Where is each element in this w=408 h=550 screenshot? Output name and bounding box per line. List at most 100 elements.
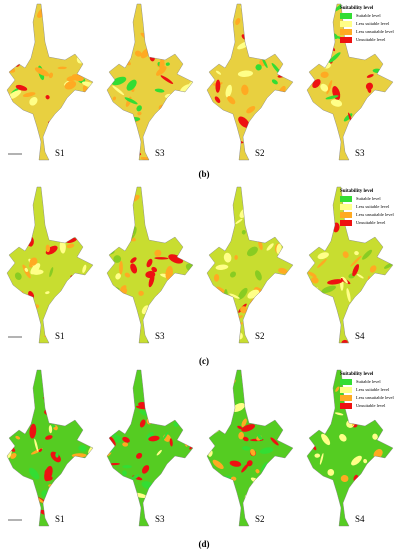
map-patch	[398, 260, 408, 271]
map-patch	[68, 285, 75, 291]
map-patch	[358, 356, 374, 365]
map-patch	[79, 470, 86, 479]
legend-item: Less unsuitable level	[356, 395, 394, 400]
map-patch	[151, 266, 158, 273]
map-patch	[22, 40, 28, 50]
map-patch	[188, 55, 195, 63]
map-patch	[189, 492, 193, 499]
map-patch	[198, 513, 207, 523]
map-patch	[7, 35, 8, 45]
map-patch	[207, 246, 209, 254]
map-patch	[158, 293, 163, 308]
map-patch	[374, 45, 380, 51]
map-patch	[270, 437, 279, 446]
map-patch	[334, 412, 344, 416]
map-outline	[206, 186, 294, 344]
map-patch	[75, 108, 84, 124]
map-patch	[91, 503, 93, 509]
map-patch	[7, 237, 11, 245]
map-patch	[136, 452, 143, 459]
map-patch	[322, 34, 327, 51]
map-patch	[193, 75, 203, 85]
map-patch	[267, 520, 280, 526]
map-patch	[389, 452, 393, 463]
map-patch	[20, 219, 25, 225]
map-patch	[319, 336, 327, 340]
map-patch	[292, 480, 307, 494]
map-patch	[29, 423, 37, 439]
map-patch	[283, 103, 291, 115]
map-patch	[66, 286, 75, 294]
map-patch	[365, 82, 374, 90]
map-patch	[98, 86, 102, 99]
map-patch	[142, 187, 156, 189]
map-patch	[350, 255, 362, 267]
map-patch	[7, 501, 11, 507]
map-patch	[55, 452, 59, 458]
map-patch	[404, 301, 408, 310]
scenario-label: S1	[55, 148, 65, 158]
map-patch	[326, 80, 333, 95]
map-patch	[351, 455, 362, 466]
map-patch	[259, 488, 270, 494]
map-patch	[355, 44, 365, 49]
map-patch	[314, 145, 325, 154]
map-patch	[86, 118, 95, 128]
map-patch	[153, 44, 159, 49]
map-patch	[270, 474, 275, 489]
map-patch	[259, 302, 268, 306]
map	[207, 370, 293, 526]
map-patch	[229, 271, 237, 278]
panel-label: (d)	[199, 539, 210, 549]
map-patch	[280, 294, 293, 305]
map-patch	[15, 84, 28, 91]
map-patch	[341, 339, 348, 343]
map-patch	[325, 95, 339, 100]
map-patch	[354, 251, 359, 256]
scenario-label: S2	[255, 331, 265, 341]
map-patch	[310, 44, 319, 57]
map-patch	[34, 67, 50, 77]
map-patch	[256, 118, 263, 125]
map-patch	[295, 196, 303, 210]
map-patch	[260, 292, 275, 299]
map-patch	[93, 123, 103, 131]
map-patch	[245, 187, 260, 190]
map-patch	[149, 128, 163, 137]
map-patch	[207, 475, 211, 481]
map-patch	[93, 472, 102, 485]
legend-item: Less unsuitable level	[356, 29, 394, 34]
map-patch	[162, 431, 169, 441]
map-patch	[31, 269, 44, 275]
legend-item: Suitable level	[356, 379, 381, 384]
map-patch	[305, 230, 314, 240]
map-patch	[362, 504, 370, 514]
legend-swatch	[340, 395, 352, 401]
map-patch	[92, 217, 93, 229]
map-patch	[147, 337, 153, 343]
map-patch	[88, 423, 93, 437]
map-patch	[238, 431, 244, 440]
map-patch	[113, 294, 124, 303]
scenario-label: S4	[355, 514, 365, 524]
map-patch	[237, 425, 243, 430]
map-patch	[275, 469, 282, 477]
map-patch	[145, 130, 161, 137]
map-patch	[390, 511, 393, 519]
map-patch	[58, 221, 67, 227]
map-patch	[64, 24, 77, 36]
map-patch	[339, 433, 347, 442]
map-patch	[148, 435, 160, 442]
map-patch	[82, 59, 91, 70]
map-patch	[312, 79, 321, 89]
map-patch	[218, 490, 230, 500]
map-patch	[97, 10, 106, 17]
map-outline	[206, 369, 294, 527]
map-patch	[7, 300, 12, 308]
map-patch	[330, 99, 343, 107]
map-patch	[18, 30, 29, 35]
map-patch	[366, 74, 374, 78]
map-patch	[59, 372, 67, 377]
map-patch	[397, 440, 407, 454]
map-patch	[280, 91, 286, 106]
